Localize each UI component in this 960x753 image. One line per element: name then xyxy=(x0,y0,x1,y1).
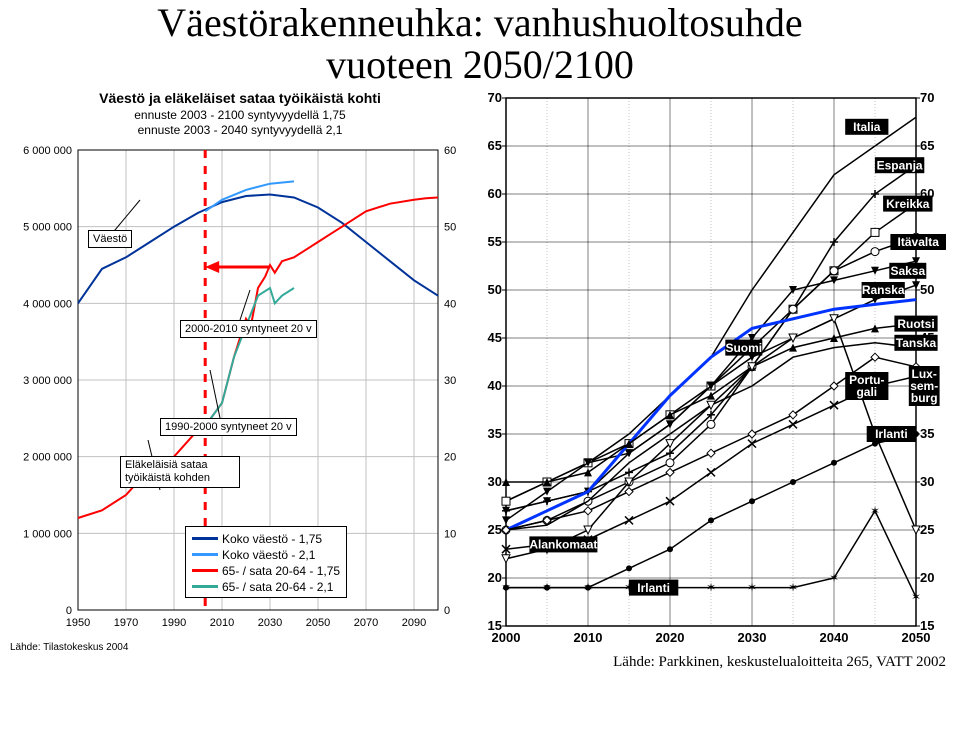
svg-text:1 000 000: 1 000 000 xyxy=(23,528,72,540)
svg-text:2 000 000: 2 000 000 xyxy=(23,451,72,463)
svg-text:4 000 000: 4 000 000 xyxy=(23,298,72,310)
svg-text:1990: 1990 xyxy=(162,617,186,629)
svg-text:20: 20 xyxy=(444,451,456,463)
svg-text:Ruotsi: Ruotsi xyxy=(897,317,934,331)
svg-text:2030: 2030 xyxy=(738,630,767,645)
svg-text:Irlanti: Irlanti xyxy=(637,581,670,595)
left-chart-title: Väestö ja eläkeläiset sataa työikäistä k… xyxy=(10,90,470,108)
callout-elake: Eläkeläisiä sataa työikäistä kohden xyxy=(120,456,240,488)
left-chart-pane: Väestö ja eläkeläiset sataa työikäistä k… xyxy=(10,90,470,671)
svg-text:✶: ✶ xyxy=(583,581,593,595)
svg-text:0: 0 xyxy=(66,605,72,617)
svg-text:60: 60 xyxy=(444,145,456,157)
svg-text:30: 30 xyxy=(444,375,456,387)
svg-text:5 000 000: 5 000 000 xyxy=(23,221,72,233)
svg-text:40: 40 xyxy=(444,298,456,310)
svg-text:70: 70 xyxy=(488,90,502,105)
svg-text:2010: 2010 xyxy=(210,617,234,629)
left-chart-sub2: ennuste 2003 - 2040 syntyvyydellä 2,1 xyxy=(10,123,470,138)
svg-text:Saksa: Saksa xyxy=(890,264,925,278)
svg-text:✶: ✶ xyxy=(542,581,552,595)
right-source: Lähde: Parkkinen, keskustelualoitteita 2… xyxy=(476,654,946,671)
svg-text:35: 35 xyxy=(920,426,934,441)
left-chart: 6 000 000 5 000 000 4 000 000 3 000 000 2 00… xyxy=(10,140,470,640)
svg-text:10: 10 xyxy=(444,528,456,540)
svg-text:✶: ✶ xyxy=(501,581,511,595)
svg-text:15: 15 xyxy=(488,618,502,633)
svg-text:Espanja: Espanja xyxy=(877,158,923,172)
left-chart-sub1: ennuste 2003 - 2100 syntyvyydellä 1,75 xyxy=(10,108,470,123)
svg-text:25: 25 xyxy=(920,522,934,537)
svg-text:2010: 2010 xyxy=(574,630,603,645)
svg-text:Tanska: Tanska xyxy=(896,336,937,350)
page-title-line1: Väestörakenneuhka: vanhushuoltosuhde xyxy=(157,0,802,45)
svg-text:gali: gali xyxy=(856,385,877,399)
legend-item: Koko väestö - 2,1 xyxy=(192,547,340,563)
svg-text:2090: 2090 xyxy=(402,617,426,629)
svg-text:50: 50 xyxy=(920,282,934,297)
svg-text:✶: ✶ xyxy=(829,571,839,585)
svg-text:65: 65 xyxy=(488,138,502,153)
svg-text:1970: 1970 xyxy=(114,617,138,629)
svg-text:✶: ✶ xyxy=(788,581,798,595)
svg-text:✶: ✶ xyxy=(911,590,921,604)
callout-vaesto: Väestö xyxy=(88,230,132,248)
legend-item: Koko väestö - 1,75 xyxy=(192,531,340,547)
svg-text:Suomi: Suomi xyxy=(725,341,762,355)
svg-text:Italia: Italia xyxy=(853,120,881,134)
svg-text:65: 65 xyxy=(920,138,934,153)
legend-item: 65- / sata 20-64 - 2,1 xyxy=(192,579,340,595)
svg-text:3 000 000: 3 000 000 xyxy=(23,375,72,387)
left-source: Lähde: Tilastokeskus 2004 xyxy=(10,642,470,653)
svg-text:30: 30 xyxy=(920,474,934,489)
svg-text:50: 50 xyxy=(444,221,456,233)
legend-item: 65- / sata 20-64 - 1,75 xyxy=(192,563,340,579)
svg-text:2030: 2030 xyxy=(258,617,282,629)
svg-text:✶: ✶ xyxy=(870,504,880,518)
callout-synt2000: 2000-2010 syntyneet 20 v xyxy=(180,320,317,338)
callout-synt1990: 1990-2000 syntyneet 20 v xyxy=(160,418,297,436)
svg-text:40: 40 xyxy=(488,378,502,393)
svg-text:Alankomaat: Alankomaat xyxy=(529,538,597,552)
svg-text:burg: burg xyxy=(911,391,938,405)
svg-text:55: 55 xyxy=(488,234,502,249)
right-chart: 2000201020202030204020501515202025253030… xyxy=(476,90,946,650)
svg-text:1950: 1950 xyxy=(66,617,90,629)
right-chart-pane: 2000201020202030204020501515202025253030… xyxy=(476,90,946,671)
svg-text:50: 50 xyxy=(488,282,502,297)
svg-text:20: 20 xyxy=(488,570,502,585)
svg-text:2050: 2050 xyxy=(306,617,330,629)
svg-text:20: 20 xyxy=(920,570,934,585)
svg-text:60: 60 xyxy=(488,186,502,201)
svg-text:6 000 000: 6 000 000 xyxy=(23,145,72,157)
svg-text:25: 25 xyxy=(488,522,502,537)
svg-text:35: 35 xyxy=(488,426,502,441)
svg-text:Kreikka: Kreikka xyxy=(886,197,930,211)
left-chart-legend: Koko väestö - 1,75Koko väestö - 2,165- /… xyxy=(185,526,347,598)
svg-text:Itävalta: Itävalta xyxy=(898,235,940,249)
svg-text:✶: ✶ xyxy=(706,581,716,595)
svg-text:70: 70 xyxy=(920,90,934,105)
svg-text:15: 15 xyxy=(920,618,934,633)
svg-text:2040: 2040 xyxy=(820,630,849,645)
svg-text:2070: 2070 xyxy=(354,617,378,629)
page-title-line2: vuoteen 2050/2100 xyxy=(326,42,634,87)
svg-text:30: 30 xyxy=(488,474,502,489)
svg-text:Irlanti: Irlanti xyxy=(875,427,908,441)
svg-text:Ranska: Ranska xyxy=(862,283,905,297)
svg-text:✶: ✶ xyxy=(747,581,757,595)
svg-text:45: 45 xyxy=(488,330,502,345)
svg-text:0: 0 xyxy=(444,605,450,617)
svg-text:2020: 2020 xyxy=(656,630,685,645)
